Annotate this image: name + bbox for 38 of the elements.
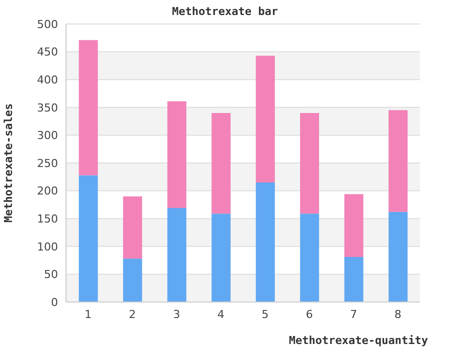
y-tick-label: 400 xyxy=(37,74,58,87)
bar xyxy=(300,214,320,302)
x-axis-title: Methotrexate-quantity xyxy=(288,334,428,347)
bar xyxy=(300,112,320,214)
y-tick-label: 200 xyxy=(37,184,58,198)
y-tick-label: 350 xyxy=(37,101,58,114)
y-tick-label: 50 xyxy=(44,268,58,282)
bar xyxy=(256,182,275,302)
bar xyxy=(123,196,142,259)
x-tick-label: 3 xyxy=(173,308,180,321)
y-tick-label: 300 xyxy=(37,129,58,142)
bar xyxy=(78,175,98,302)
x-tick-label: 5 xyxy=(262,308,269,321)
bar xyxy=(167,208,186,302)
bar xyxy=(388,212,408,302)
x-tick-label: 2 xyxy=(128,308,136,321)
y-tick-label: 500 xyxy=(37,18,58,31)
y-tick-label: 150 xyxy=(37,212,58,226)
bar xyxy=(123,258,142,302)
x-tick-label: 4 xyxy=(217,308,224,321)
bar xyxy=(388,110,408,212)
x-tick-label: 1 xyxy=(84,308,92,321)
x-tick-label: 8 xyxy=(394,308,402,321)
bar xyxy=(212,214,231,302)
y-axis-title: Methotrexate-sales xyxy=(2,103,15,223)
bar xyxy=(256,56,275,182)
y-tick-label: 450 xyxy=(37,46,58,59)
x-tick-label: 6 xyxy=(306,308,313,321)
bar xyxy=(344,194,364,257)
bar xyxy=(212,112,231,214)
bar xyxy=(167,101,186,208)
chart-title: Methotrexate bar xyxy=(171,5,279,18)
bar xyxy=(78,40,98,176)
y-tick-label: 100 xyxy=(37,240,58,254)
x-tick-label: 7 xyxy=(350,308,358,321)
y-tick-label: 0 xyxy=(51,296,58,309)
bar xyxy=(344,256,364,302)
y-tick-label: 250 xyxy=(37,156,58,170)
